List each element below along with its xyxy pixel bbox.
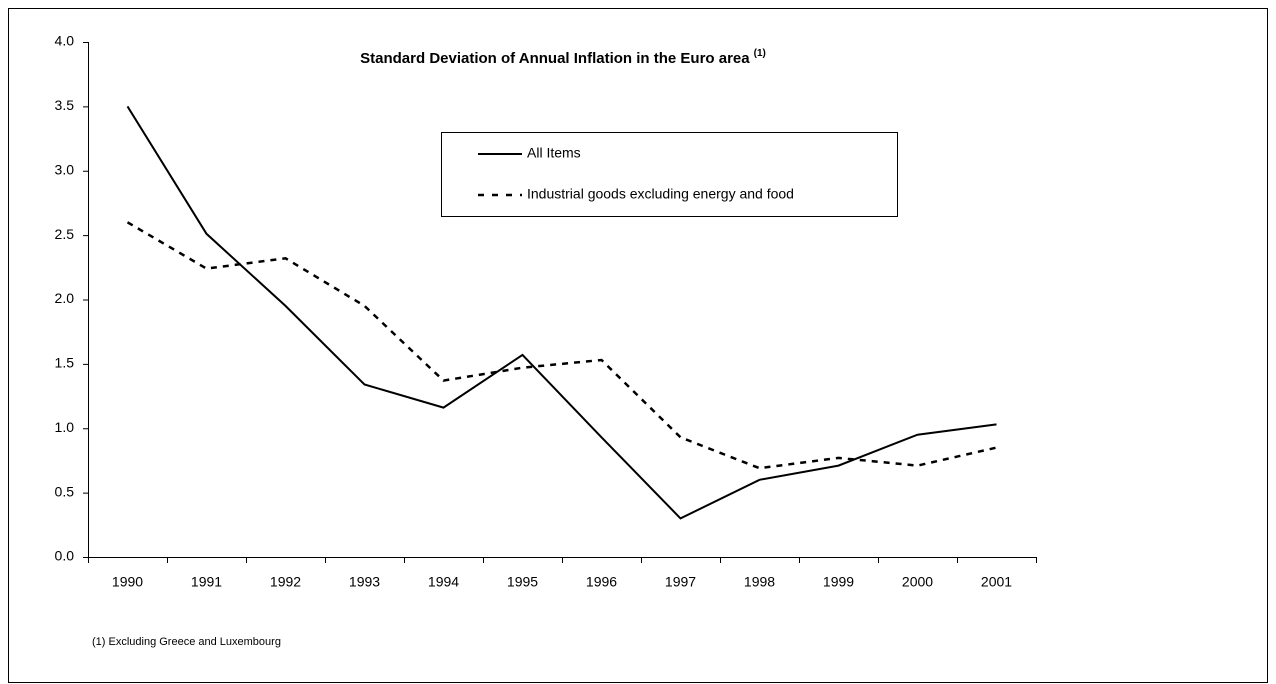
x-tick-label: 1991 — [191, 574, 222, 590]
legend-label: Industrial goods excluding energy and fo… — [527, 186, 794, 202]
legend — [441, 132, 898, 217]
series-line — [126, 105, 997, 520]
x-tick-label: 1995 — [507, 574, 538, 590]
chart-title: Standard Deviation of Annual Inflation i… — [360, 48, 766, 67]
x-tick-label: 1992 — [270, 574, 301, 590]
x-tick-label: 2001 — [981, 574, 1012, 590]
chart-title-text: Standard Deviation of Annual Inflation i… — [360, 50, 750, 67]
x-tick-label: 1990 — [112, 574, 143, 590]
y-tick-label: 1.0 — [55, 419, 75, 435]
y-tick-label: 2.5 — [55, 226, 75, 242]
x-tick-label: 1994 — [428, 574, 459, 590]
x-tick-label: 2000 — [902, 574, 933, 590]
y-tick-label: 3.0 — [55, 161, 75, 177]
y-tick-label: 2.0 — [55, 290, 75, 306]
frame — [8, 8, 1268, 683]
y-tick-label: 4.0 — [55, 33, 75, 49]
x-tick-label: 1999 — [823, 574, 854, 590]
y-tick-label: 3.5 — [55, 97, 75, 113]
x-tick-label: 1996 — [586, 574, 617, 590]
legend-label: All Items — [527, 145, 581, 161]
y-tick-label: 1.5 — [55, 355, 75, 371]
x-tick-label: 1997 — [665, 574, 696, 590]
footnote: (1) Excluding Greece and Luxembourg — [92, 636, 281, 648]
x-tick-label: 1993 — [349, 574, 380, 590]
y-tick-label: 0.0 — [55, 548, 75, 564]
x-tick-label: 1998 — [744, 574, 775, 590]
chart-title-note: (1) — [754, 48, 766, 59]
y-tick-label: 0.5 — [55, 483, 75, 499]
series-line — [126, 221, 997, 470]
